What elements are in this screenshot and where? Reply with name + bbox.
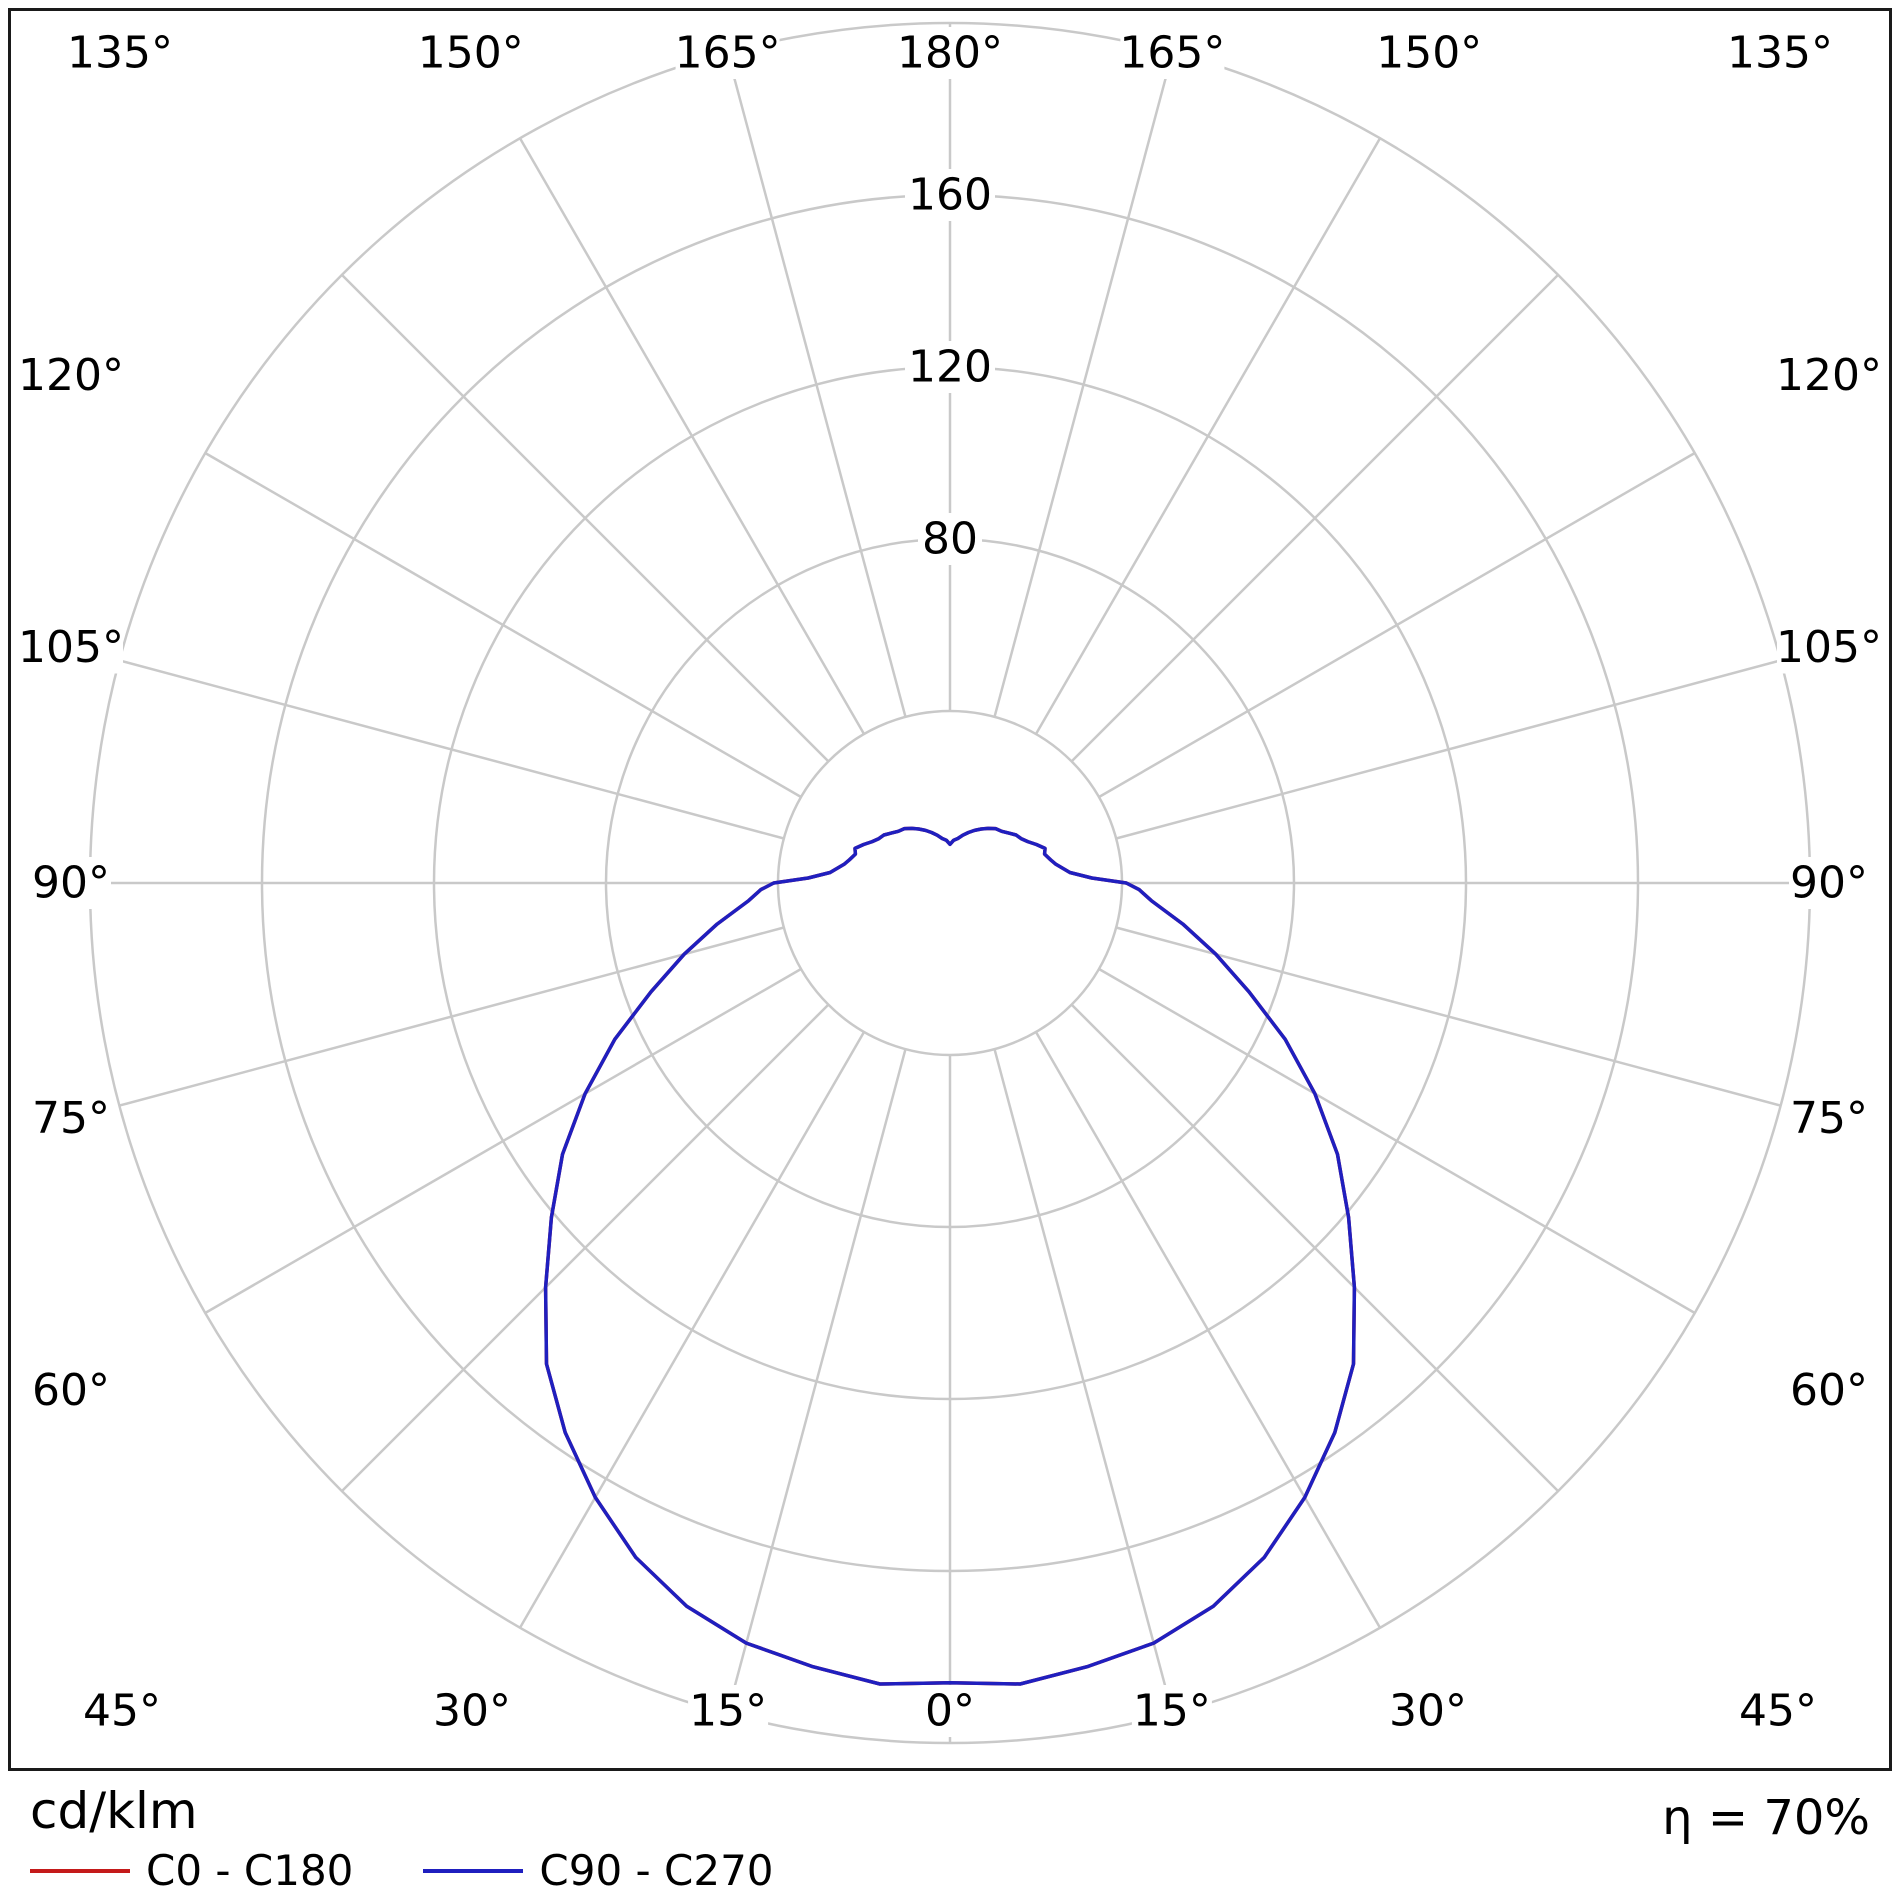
grid-spoke	[726, 51, 907, 718]
grid-spokes	[90, 23, 1810, 1743]
angle-label: 75°	[1790, 1093, 1868, 1144]
grid-spoke	[993, 51, 1174, 718]
angle-label: 135°	[67, 28, 173, 79]
angle-label-bg	[688, 1685, 769, 1737]
angle-label-bg	[82, 1685, 162, 1737]
angle-label-bg	[922, 1685, 978, 1737]
angle-label: 75°	[32, 1093, 110, 1144]
grid-spoke	[1034, 1031, 1382, 1629]
legend: C0 - C180 C90 - C270	[30, 1846, 774, 1895]
grid-spoke	[518, 1031, 866, 1629]
grid-spoke	[726, 1048, 907, 1715]
angle-label-bg	[898, 27, 1002, 79]
angle-label-bg	[1777, 349, 1881, 402]
angle-label: 15°	[689, 1686, 767, 1737]
angle-label-bg	[31, 1092, 111, 1145]
legend-item: C0 - C180	[30, 1846, 354, 1895]
radial-tick-label: 160	[908, 170, 992, 221]
angle-label-bg	[432, 1685, 512, 1737]
radial-tick-labels: 80 120 160	[905, 169, 995, 565]
angle-label: 45°	[83, 1686, 161, 1737]
angle-label: 15°	[1133, 1686, 1211, 1737]
angle-label: 105°	[1776, 622, 1882, 673]
radial-tick-label: 120	[908, 342, 992, 393]
angle-label: 30°	[433, 1686, 511, 1737]
unit-label: cd/klm	[30, 1782, 198, 1840]
grid-spoke	[1098, 967, 1696, 1315]
angle-label: 180°	[897, 28, 1003, 79]
grid-spoke	[518, 137, 866, 735]
angle-label-bg	[1388, 1685, 1468, 1737]
chart-area: 0° 15° 15° 30° 30° 45° 45° 60° 60° 75° 75° 90° 90° 10…	[8, 8, 1892, 1771]
angle-label-bg	[1789, 857, 1869, 909]
angle-label: 165°	[675, 28, 781, 79]
legend-label: C0 - C180	[146, 1846, 354, 1895]
polar-plot: 0° 15° 15° 30° 30° 45° 45° 60° 60° 75° 75° 90° 90° 10…	[18, 21, 1882, 1745]
angle-label: 165°	[1119, 28, 1225, 79]
grid-spoke	[1070, 274, 1559, 763]
angle-label-bg	[675, 27, 780, 79]
legend-swatch	[423, 1869, 524, 1874]
angle-label-bg	[68, 27, 172, 79]
grid-ring	[776, 709, 1124, 1057]
curve-c90-c270	[543, 826, 1357, 1686]
angle-label-bg	[1728, 27, 1832, 79]
angle-label-bg	[19, 349, 123, 402]
angle-label-bg	[1777, 621, 1881, 674]
angle-label-bg	[1131, 1685, 1212, 1737]
angle-labels: 0° 15° 15° 30° 30° 45° 45° 60° 60° 75° 75° 90° 90° 10…	[18, 27, 1882, 1737]
radial-tick-bg	[905, 169, 995, 221]
grid-spoke	[341, 274, 830, 763]
angle-label-bg	[1789, 1364, 1869, 1417]
grid-spoke	[204, 967, 802, 1315]
angle-label: 90°	[1790, 858, 1868, 909]
grid-spoke	[1115, 659, 1782, 840]
angle-label: 120°	[18, 350, 124, 401]
angle-label-bg	[31, 1364, 111, 1417]
angle-label-bg	[19, 621, 123, 674]
grid-spoke	[1034, 137, 1382, 735]
grid-spoke	[341, 1003, 830, 1492]
angle-label: 150°	[1376, 28, 1482, 79]
grid-spoke	[993, 1048, 1174, 1715]
grid-spoke	[1070, 1003, 1559, 1492]
angle-label: 30°	[1389, 1686, 1467, 1737]
grid-spoke	[1098, 451, 1696, 799]
angle-label: 135°	[1727, 28, 1833, 79]
angle-label-bg	[1789, 1092, 1869, 1145]
grid-spoke	[118, 659, 785, 840]
angle-label-bg	[1120, 27, 1225, 79]
angle-label: 60°	[1790, 1365, 1868, 1416]
angle-label: 150°	[418, 28, 524, 79]
angle-label: 90°	[32, 858, 110, 909]
angle-label-bg	[418, 27, 523, 79]
grid-spoke	[118, 926, 785, 1107]
legend-label: C90 - C270	[539, 1846, 774, 1895]
grid-spoke	[1115, 926, 1782, 1107]
radial-tick-bg	[918, 513, 982, 565]
angle-label: 45°	[1739, 1686, 1817, 1737]
efficiency-label: η = 70%	[1662, 1790, 1870, 1846]
angle-label: 60°	[32, 1365, 110, 1416]
radial-tick-bg	[905, 341, 995, 393]
angle-label-bg	[1738, 1685, 1818, 1737]
angle-label: 0°	[925, 1686, 975, 1737]
radial-tick-label: 80	[922, 514, 978, 565]
angle-label: 105°	[18, 622, 124, 673]
angle-label-bg	[1377, 27, 1482, 79]
grid-spoke	[204, 451, 802, 799]
legend-swatch	[30, 1869, 130, 1874]
legend-item: C90 - C270	[423, 1846, 774, 1895]
angle-label: 120°	[1776, 350, 1882, 401]
angle-label-bg	[31, 857, 111, 909]
